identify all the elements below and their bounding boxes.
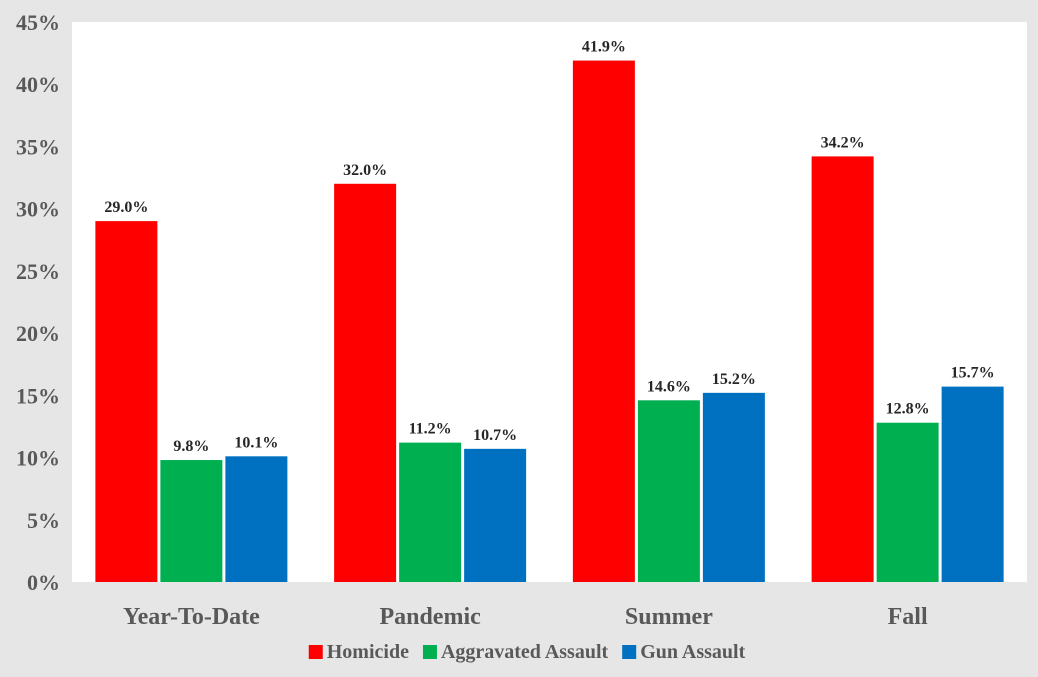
bar-gun-assault [225, 456, 288, 582]
legend-swatch [422, 645, 437, 659]
bar-homicide [572, 60, 635, 583]
bar-aggravated-assault [876, 422, 939, 582]
bars [95, 60, 1004, 583]
data-labels: 29.0% 9.8% 10.1% 32.0% 11.2% 10.7% 41.9% 14.6% 1… [104, 39, 994, 455]
bar-homicide [811, 156, 874, 582]
data-label: 41.9% [582, 39, 626, 56]
y-tick-label: 20% [16, 321, 60, 346]
y-tick-label: 40% [16, 72, 60, 97]
data-label: 15.7% [951, 365, 995, 382]
legend-swatch [308, 645, 323, 659]
data-label: 9.8% [173, 438, 209, 455]
y-tick-label: 30% [16, 197, 60, 222]
y-tick-label: 10% [16, 446, 60, 471]
legend-label: Homicide [327, 641, 409, 663]
legend-label: Aggravated Assault [441, 641, 609, 663]
bar-aggravated-assault [637, 400, 700, 582]
legend-swatch [622, 645, 637, 659]
data-label: 29.0% [104, 199, 148, 216]
y-tick-label: 5% [27, 508, 60, 533]
y-axis-tick-labels: 0% 5% 10% 15% 20% 25% 30% 35% 40% 45% [16, 10, 60, 595]
data-label: 14.6% [647, 378, 691, 395]
x-category-label: Pandemic [379, 604, 481, 630]
y-tick-label: 35% [16, 134, 60, 159]
data-label: 10.7% [473, 427, 517, 444]
x-axis-category-labels: Year-To-Date Pandemic Summer Fall [123, 604, 928, 630]
bar-gun-assault [464, 448, 527, 582]
y-tick-label: 0% [27, 570, 60, 595]
bar-homicide [334, 183, 397, 582]
y-tick-label: 25% [16, 259, 60, 284]
x-category-label: Summer [625, 604, 713, 630]
data-label: 32.0% [343, 162, 387, 179]
bar-gun-assault [702, 392, 765, 582]
data-label: 12.8% [886, 401, 930, 418]
data-label: 15.2% [712, 371, 756, 388]
y-tick-label: 15% [16, 383, 60, 408]
x-category-label: Year-To-Date [123, 604, 260, 630]
legend: Homicide Aggravated Assault Gun Assault [308, 641, 746, 663]
data-label: 11.2% [409, 421, 452, 438]
x-category-label: Fall [888, 604, 928, 630]
bar-aggravated-assault [399, 442, 462, 582]
data-label: 34.2% [821, 134, 865, 151]
bar-gun-assault [941, 386, 1004, 582]
bar-aggravated-assault [160, 460, 223, 582]
data-label: 10.1% [234, 434, 278, 451]
y-tick-label: 45% [16, 10, 60, 35]
legend-label: Gun Assault [640, 641, 745, 663]
bar-homicide [95, 221, 158, 582]
